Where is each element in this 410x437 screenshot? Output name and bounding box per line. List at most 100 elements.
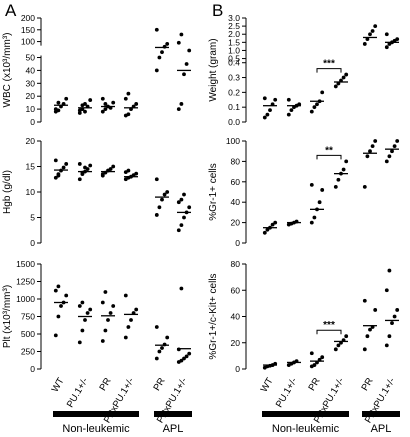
gr1kit-point-prxpu1: [336, 343, 341, 348]
gr1kit-point-prxpu1-apl: [390, 321, 394, 325]
hgb-point-prxpu1: [134, 171, 139, 176]
weight-y-tick-label: 0.0: [228, 117, 240, 127]
wbc-point-pu1: [83, 109, 87, 114]
wbc-y-tick-label: 150: [21, 25, 35, 35]
gr1-point-wt: [273, 220, 278, 225]
plt-point-pr: [103, 328, 108, 333]
hgb-point-pr-apl: [154, 177, 159, 182]
gr1-point-prxpu1: [333, 185, 338, 189]
weight-point-pu1: [286, 112, 291, 117]
weight-point-pr: [312, 105, 317, 110]
wbc-point-prxpu1-apl: [179, 102, 184, 106]
plt-point-prxpu1-apl: [179, 358, 184, 363]
plt-point-prxpu1: [123, 293, 128, 298]
plt-point-wt: [59, 304, 63, 308]
gr1kit-significance-label: ***: [323, 320, 335, 331]
plt-point-pu1: [83, 318, 87, 322]
weight-point-pr-apl: [368, 32, 372, 37]
plt-point-pr: [100, 300, 105, 305]
hgb-point-pu1: [77, 177, 82, 182]
gr1-point-prxpu1-apl: [392, 144, 397, 149]
gr1-y-tick-label: 0: [235, 238, 240, 248]
gr1kit-point-pr-apl: [373, 308, 378, 312]
hgb-point-pr-apl: [154, 213, 159, 217]
plt-point-pu1: [80, 300, 85, 305]
plt-point-pu1: [85, 311, 90, 315]
plt-point-pr: [100, 339, 105, 343]
gr1-significance-label: **: [325, 145, 333, 156]
weight-point-wt: [273, 97, 278, 102]
hgb-y-tick-label: 15: [26, 162, 36, 172]
wbc-point-pr: [103, 102, 108, 106]
wbc-y-tick-label: 10: [26, 104, 36, 114]
plt-y-tick-label: 1000: [16, 294, 35, 304]
wbc-y-tick-label: 0: [30, 117, 35, 127]
hgb-point-pr: [100, 173, 105, 178]
gr1-point-wt: [270, 222, 275, 227]
x-label-a-pr: PR: [97, 376, 113, 393]
hgb-point-prxpu1-apl: [179, 197, 184, 202]
weight-point-pr-apl: [362, 42, 367, 46]
plt-point-pr-apl: [157, 349, 162, 354]
wbc-y-tick-label: 20: [26, 91, 36, 101]
weight-point-prxpu1: [344, 72, 349, 77]
hgb-point-wt: [53, 175, 58, 180]
group-bar-non-leukemic-b: [262, 411, 349, 417]
weight-y-tick-label: 0.5: [228, 54, 240, 64]
gr1kit-point-pr-apl: [365, 334, 370, 339]
plt-point-pr: [108, 311, 113, 315]
gr1kit-point-prxpu1-apl: [392, 314, 397, 319]
wbc-point-prxpu1-apl: [176, 40, 181, 45]
gr1-point-prxpu1-apl: [395, 139, 400, 143]
hgb-point-wt: [53, 158, 58, 163]
wbc-y-tick-label: 50: [26, 53, 36, 63]
wbc-point-prxpu1-apl: [179, 32, 184, 37]
gr1kit-point-prxpu1: [333, 347, 338, 352]
gr1kit-y-tick-label: 20: [231, 338, 241, 348]
plt-point-pr-apl: [160, 346, 164, 350]
weight-y-tick-label: 0.3: [228, 73, 240, 83]
plt-point-pr: [103, 290, 108, 294]
wbc-y-tick-label: 100: [21, 37, 35, 47]
gr1-point-pr: [320, 188, 325, 192]
wbc-point-pr-apl: [154, 27, 159, 32]
weight-point-prxpu1-apl: [395, 37, 400, 41]
hgb-y-tick-label: 0: [30, 238, 35, 248]
gr1kit-point-prxpu1-apl: [384, 288, 389, 293]
wbc-point-pr: [111, 100, 116, 105]
gr1kit-point-pr-apl: [362, 347, 367, 352]
hgb-point-pr-apl: [157, 205, 162, 210]
wbc-y-label: WBC (x10³/mm³): [2, 33, 13, 108]
hgb-point-prxpu1: [126, 168, 131, 173]
gr1-point-pr: [312, 215, 317, 220]
weight-y-tick-label: 2.0: [228, 29, 240, 39]
weight-point-pr-apl: [370, 29, 375, 33]
wbc-point-prxpu1: [134, 102, 139, 106]
plt-point-prxpu1: [126, 325, 131, 329]
panel-label-b: B: [212, 1, 223, 20]
weight-point-wt: [268, 108, 272, 113]
weight-point-wt: [262, 96, 267, 101]
wbc-point-pr-apl: [154, 68, 159, 73]
wbc-point-pr: [100, 96, 105, 101]
weight-point-pr: [320, 90, 325, 95]
gr1-y-label: %Gr-1+ cells: [208, 163, 219, 221]
plt-point-prxpu1: [123, 335, 128, 340]
plt-y-label: Plt (x10³/mm³): [2, 285, 13, 348]
wbc-point-prxpu1-apl: [184, 62, 189, 66]
weight-point-pr-apl: [365, 37, 370, 41]
wbc-point-prxpu1: [126, 91, 131, 96]
plt-point-wt: [53, 288, 58, 293]
plt-y-tick-label: 750: [21, 312, 35, 322]
hgb-point-prxpu1-apl: [187, 205, 192, 210]
gr1kit-point-prxpu1-apl: [387, 334, 392, 339]
weight-point-prxpu1: [341, 75, 346, 80]
plt-point-pu1: [80, 328, 85, 333]
weight-point-pu1: [286, 97, 291, 102]
plt-point-prxpu1-apl: [184, 354, 189, 359]
wbc-y-tick-label: 40: [26, 65, 36, 75]
gr1kit-significance-bracket: [316, 329, 342, 335]
x-label-a-wt: WT: [50, 376, 67, 394]
hgb-point-pr-apl: [162, 192, 167, 197]
wbc-point-pr: [100, 109, 105, 114]
